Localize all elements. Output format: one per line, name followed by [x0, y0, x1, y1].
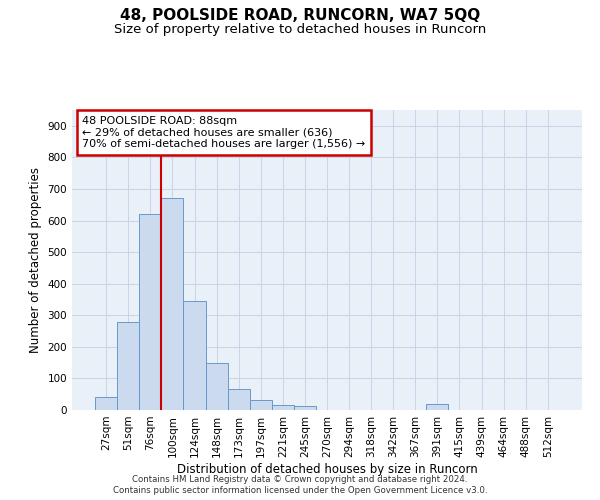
Bar — [272, 406, 294, 410]
Bar — [161, 198, 184, 410]
Bar — [95, 396, 117, 410]
Bar — [294, 406, 316, 410]
Bar — [117, 322, 139, 410]
Bar — [227, 390, 250, 410]
Bar — [184, 301, 206, 410]
Bar — [250, 400, 272, 410]
Bar — [139, 214, 161, 410]
Bar — [206, 362, 227, 410]
X-axis label: Distribution of detached houses by size in Runcorn: Distribution of detached houses by size … — [176, 462, 478, 475]
Bar — [427, 404, 448, 410]
Y-axis label: Number of detached properties: Number of detached properties — [29, 167, 42, 353]
Text: Size of property relative to detached houses in Runcorn: Size of property relative to detached ho… — [114, 22, 486, 36]
Text: Contains HM Land Registry data © Crown copyright and database right 2024.: Contains HM Land Registry data © Crown c… — [132, 475, 468, 484]
Text: 48, POOLSIDE ROAD, RUNCORN, WA7 5QQ: 48, POOLSIDE ROAD, RUNCORN, WA7 5QQ — [120, 8, 480, 22]
Text: 48 POOLSIDE ROAD: 88sqm
← 29% of detached houses are smaller (636)
70% of semi-d: 48 POOLSIDE ROAD: 88sqm ← 29% of detache… — [82, 116, 365, 149]
Text: Contains public sector information licensed under the Open Government Licence v3: Contains public sector information licen… — [113, 486, 487, 495]
